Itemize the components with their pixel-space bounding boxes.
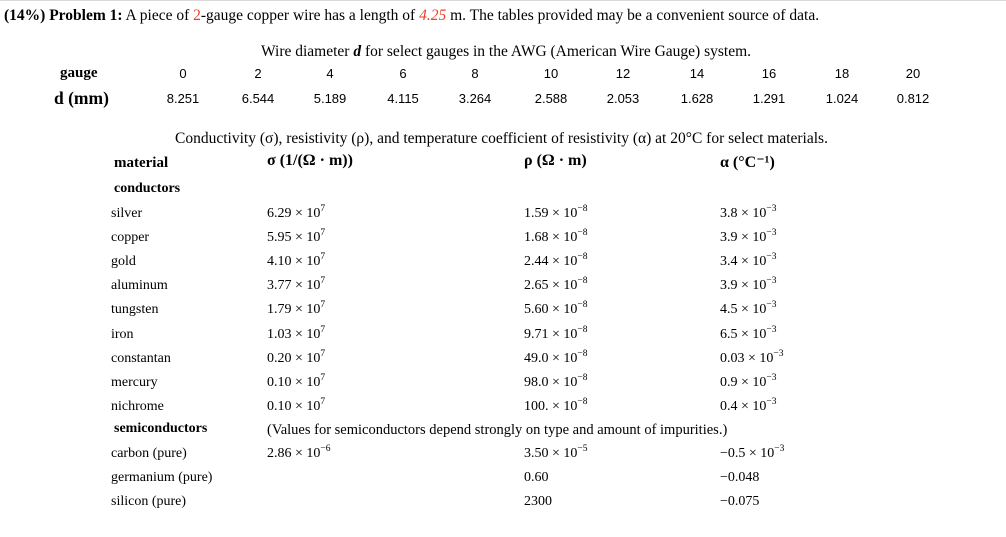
problem-weight: (14%) bbox=[4, 7, 46, 24]
header-temp-coefficient: α (°C⁻¹) bbox=[720, 154, 775, 171]
problem-statement: (14%) Problem 1: A piece of 2-gauge copp… bbox=[4, 7, 819, 25]
conductivity-value: 1.79 × 107 bbox=[267, 300, 326, 317]
diameter-cell: 6.544 bbox=[241, 91, 275, 106]
resistivity-value: 2.65 × 10−8 bbox=[524, 276, 588, 293]
resistivity-value: 1.59 × 10−8 bbox=[524, 204, 588, 221]
diameter-cell: 2.053 bbox=[606, 91, 640, 106]
material-name: gold bbox=[111, 254, 136, 269]
gauge-cell: 20 bbox=[905, 66, 921, 81]
gauge-cell: 10 bbox=[543, 66, 559, 81]
conductivity-value: 5.95 × 107 bbox=[267, 228, 326, 245]
material-name: iron bbox=[111, 327, 134, 342]
resistivity-value: 3.50 × 10−5 bbox=[524, 444, 588, 461]
material-name: constantan bbox=[111, 351, 171, 366]
temp-coefficient-value: 3.9 × 10−3 bbox=[720, 228, 777, 245]
problem-gauge: 2 bbox=[193, 7, 201, 24]
semiconductors-section-label: semiconductors bbox=[114, 421, 208, 436]
gauge-cell: 4 bbox=[326, 66, 334, 81]
problem-title: Problem 1: bbox=[49, 7, 123, 24]
gauge-cell: 2 bbox=[254, 66, 262, 81]
gauge-cell: 0 bbox=[179, 66, 187, 81]
conductivity-value: 0.10 × 107 bbox=[267, 373, 326, 390]
material-name: tungsten bbox=[111, 302, 159, 317]
problem-text-a: A piece of bbox=[122, 7, 194, 24]
temp-coefficient-value: −0.5 × 10−3 bbox=[720, 444, 785, 461]
conductivity-value: 0.10 × 107 bbox=[267, 397, 326, 414]
material-name: aluminum bbox=[111, 278, 168, 293]
header-resistivity: ρ (Ω · m) bbox=[524, 152, 587, 169]
awg-caption-var: d bbox=[353, 43, 362, 60]
materials-table-caption: Conductivity (σ), resistivity (ρ), and t… bbox=[175, 130, 828, 147]
diameter-cell: 5.189 bbox=[313, 91, 347, 106]
header-material: material bbox=[114, 155, 169, 171]
diameter-cell: 1.291 bbox=[752, 91, 786, 106]
gauge-cell: 18 bbox=[834, 66, 850, 81]
gauge-cell: 14 bbox=[689, 66, 705, 81]
temp-coefficient-value: 6.5 × 10−3 bbox=[720, 325, 777, 342]
conductors-section-label: conductors bbox=[114, 181, 181, 196]
resistivity-value: 2300 bbox=[524, 494, 552, 509]
material-name: carbon (pure) bbox=[111, 446, 187, 461]
diameter-cell: 8.251 bbox=[166, 91, 200, 106]
header-conductivity: σ (1/(Ω · m)) bbox=[267, 152, 353, 169]
problem-text-b: -gauge copper wire has a length of bbox=[200, 7, 420, 24]
resistivity-value: 98.0 × 10−8 bbox=[524, 373, 588, 390]
temp-coefficient-value: 3.8 × 10−3 bbox=[720, 204, 777, 221]
diameter-cell: 3.264 bbox=[458, 91, 492, 106]
diameter-cell: 2.588 bbox=[534, 91, 568, 106]
awg-table-caption: Wire diameter d for select gauges in the… bbox=[261, 43, 751, 61]
material-name: silicon (pure) bbox=[111, 494, 187, 509]
conductivity-value: 4.10 × 107 bbox=[267, 252, 326, 269]
material-name: silver bbox=[111, 206, 143, 221]
top-divider bbox=[0, 0, 1006, 1]
conductivity-value: 3.77 × 107 bbox=[267, 276, 326, 293]
resistivity-value: 1.68 × 10−8 bbox=[524, 228, 588, 245]
diameter-cell: 1.024 bbox=[825, 91, 859, 106]
problem-text-c: m. The tables provided may be a convenie… bbox=[446, 7, 820, 24]
temp-coefficient-value: 0.9 × 10−3 bbox=[720, 373, 777, 390]
diameter-cell: 4.115 bbox=[387, 91, 419, 106]
temp-coefficient-value: −0.048 bbox=[720, 470, 760, 485]
temp-coefficient-value: 3.4 × 10−3 bbox=[720, 252, 777, 269]
problem-length: 4.25 bbox=[419, 7, 447, 24]
conductivity-value: 1.03 × 107 bbox=[267, 325, 326, 342]
conductivity-value: 6.29 × 107 bbox=[267, 204, 326, 221]
gauge-row-label: gauge bbox=[60, 65, 98, 81]
resistivity-value: 0.60 bbox=[524, 470, 549, 485]
temp-coefficient-value: 4.5 × 10−3 bbox=[720, 300, 777, 317]
awg-caption-post: for select gauges in the AWG (American W… bbox=[361, 43, 752, 60]
diameter-cell: 1.628 bbox=[680, 91, 714, 106]
resistivity-value: 100. × 10−8 bbox=[524, 397, 588, 414]
gauge-cell: 16 bbox=[761, 66, 777, 81]
temp-coefficient-value: 3.9 × 10−3 bbox=[720, 276, 777, 293]
temp-coefficient-value: 0.4 × 10−3 bbox=[720, 397, 777, 414]
diameter-cell: 0.812 bbox=[896, 91, 930, 106]
material-name: nichrome bbox=[111, 399, 164, 414]
gauge-cell: 8 bbox=[471, 66, 479, 81]
semiconductor-note: (Values for semiconductors depend strong… bbox=[267, 422, 728, 438]
temp-coefficient-value: 0.03 × 10−3 bbox=[720, 349, 784, 366]
material-name: copper bbox=[111, 230, 150, 245]
diameter-row-label: d (mm) bbox=[54, 88, 109, 108]
resistivity-value: 2.44 × 10−8 bbox=[524, 252, 588, 269]
material-name: germanium (pure) bbox=[111, 470, 213, 485]
awg-caption-pre: Wire diameter bbox=[261, 43, 354, 60]
conductivity-value: 0.20 × 107 bbox=[267, 349, 326, 366]
resistivity-value: 5.60 × 10−8 bbox=[524, 300, 588, 317]
conductivity-value: 2.86 × 10−6 bbox=[267, 444, 331, 461]
gauge-cell: 6 bbox=[399, 66, 407, 81]
temp-coefficient-value: −0.075 bbox=[720, 494, 760, 509]
resistivity-value: 49.0 × 10−8 bbox=[524, 349, 588, 366]
material-name: mercury bbox=[111, 375, 158, 390]
resistivity-value: 9.71 × 10−8 bbox=[524, 325, 588, 342]
gauge-cell: 12 bbox=[615, 66, 631, 81]
